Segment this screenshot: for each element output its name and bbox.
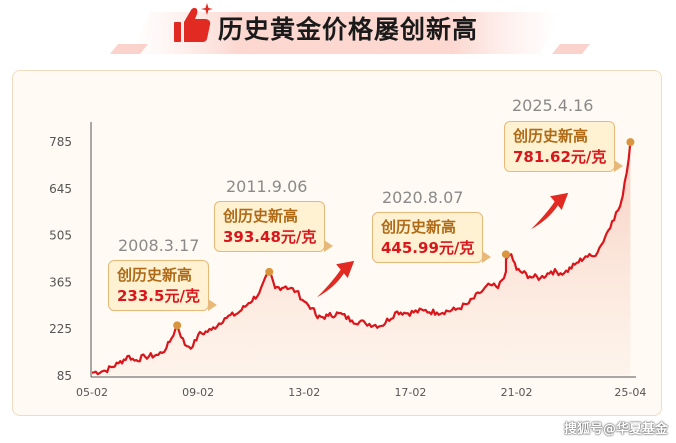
annotation-title: 创历史新高 <box>381 218 457 236</box>
peak-marker <box>501 250 510 259</box>
thumbs-up-icon <box>174 7 211 42</box>
y-tick-label: 365 <box>49 275 72 289</box>
peak-marker <box>173 321 182 330</box>
peak-marker <box>626 138 635 147</box>
x-tick-label: 13-02 <box>288 386 320 399</box>
annotation-title: 创历史新高 <box>117 266 193 284</box>
y-tick-label: 785 <box>49 135 72 149</box>
price-line <box>91 141 632 376</box>
annotation-price: 393.48元/克 <box>223 228 317 246</box>
x-tick-label: 21-02 <box>501 386 533 399</box>
annotation-date-2011: 2011.9.06 <box>226 177 308 196</box>
x-tick-label: 17-02 <box>394 386 426 399</box>
annotation-date-2025: 2025.4.16 <box>512 96 594 115</box>
arrow-shape <box>530 192 569 230</box>
annotation-callout-2025: 创历史新高 781.62元/克 <box>504 121 624 172</box>
annotation-price: 233.5元/克 <box>117 287 200 305</box>
annotation-callout-2011: 创历史新高 393.48元/克 <box>214 201 334 252</box>
y-tick-label: 505 <box>49 229 72 243</box>
annotation-callout-2008: 创历史新高 233.5元/克 <box>108 260 217 311</box>
watermark: 搜狐号@华夏基金 <box>563 422 668 437</box>
sparkle-icon <box>201 3 213 15</box>
annotation-title: 创历史新高 <box>223 207 299 225</box>
annotation-date-2020: 2020.8.07 <box>382 188 464 207</box>
x-tick-label: 05-02 <box>76 386 108 399</box>
arrow-shape <box>316 260 355 298</box>
x-tick-label: 09-02 <box>182 386 214 399</box>
title-banner <box>110 3 590 54</box>
y-tick-label: 225 <box>49 322 72 336</box>
up-arrow-icon <box>316 260 355 298</box>
annotation-callout-2020: 创历史新高 445.99元/克 <box>372 212 492 263</box>
y-tick-label: 85 <box>57 369 72 383</box>
y-tick-label: 645 <box>49 182 72 196</box>
peak-marker <box>265 267 274 276</box>
page-title: 历史黄金价格屡创新高 <box>218 15 479 44</box>
x-tick-label: 25-04 <box>614 386 646 399</box>
annotation-title: 创历史新高 <box>513 127 589 145</box>
price-area <box>92 142 631 375</box>
annotation-date-2008: 2008.3.17 <box>118 236 200 255</box>
annotation-price: 445.99元/克 <box>381 239 475 257</box>
annotation-price: 781.62元/克 <box>513 148 607 166</box>
up-arrow-icon <box>530 192 569 230</box>
